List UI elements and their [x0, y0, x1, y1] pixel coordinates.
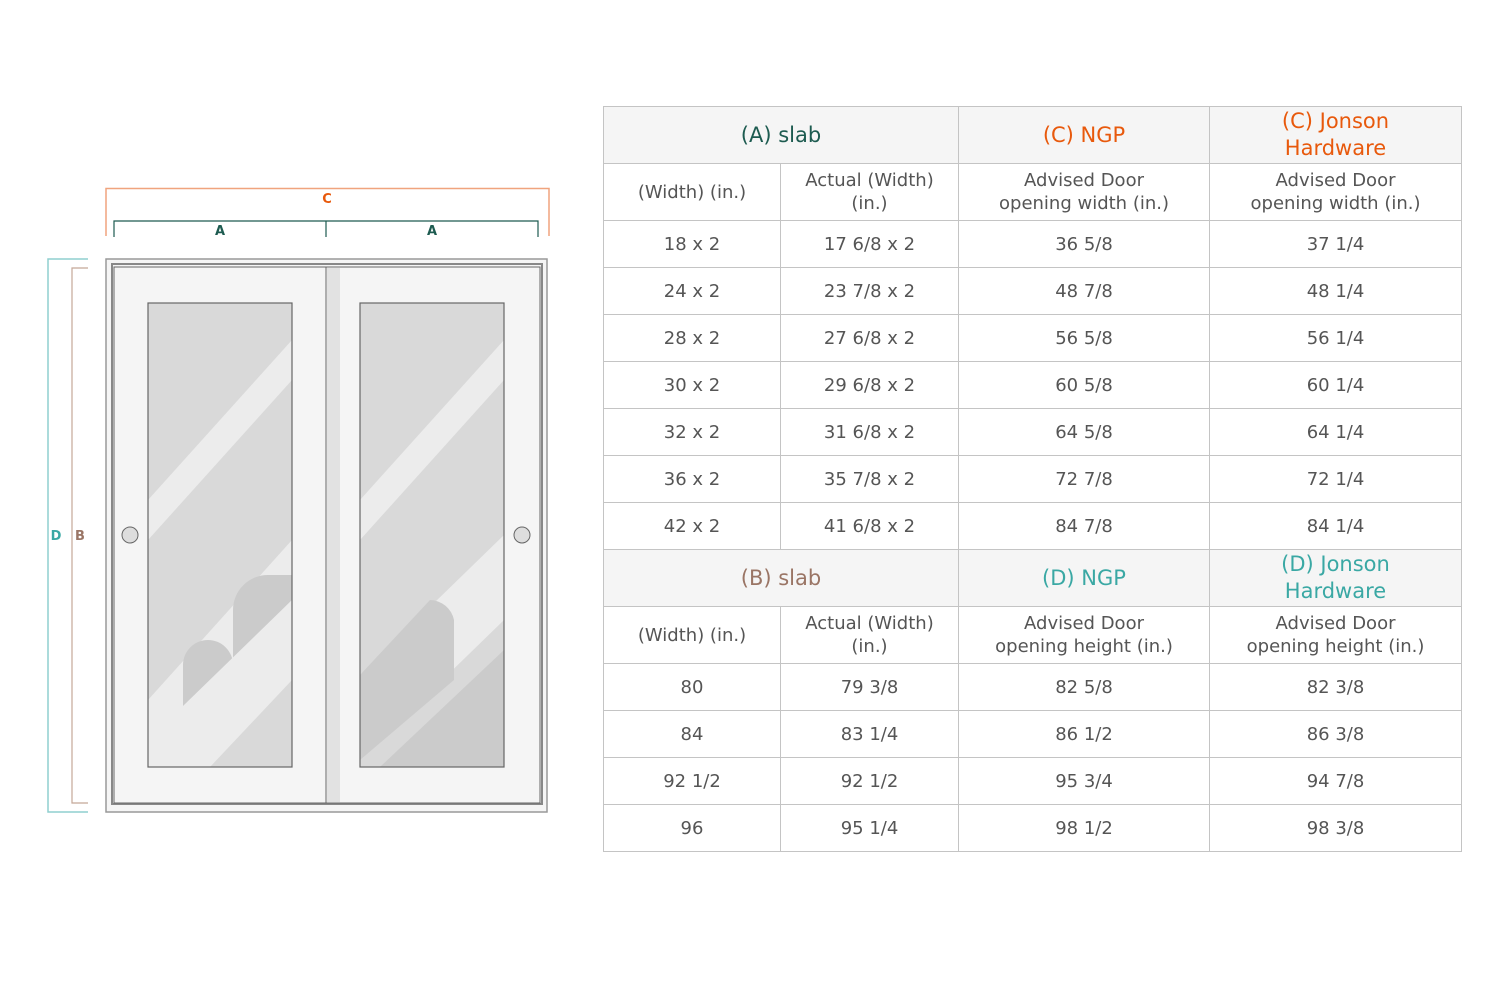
table-row: 84 83 1/4 86 1/2 86 3/8	[603, 710, 1462, 758]
height-table-header-cell: (B) slab	[603, 549, 959, 607]
dimension-label-a-right: A	[427, 224, 437, 239]
table-cell: 28 x 2	[603, 314, 781, 362]
table-cell: 41 6/8 x 2	[780, 502, 959, 550]
table-cell: 24 x 2	[603, 267, 781, 315]
right-door-panel	[325, 266, 541, 804]
table-cell: 60 1/4	[1209, 361, 1462, 409]
table-row: 92 1/2 92 1/2 95 3/4 94 7/8	[603, 757, 1462, 805]
dimension-line-a	[113, 220, 539, 237]
table-cell: 92 1/2	[780, 757, 959, 805]
table-cell: 48 1/4	[1209, 267, 1462, 315]
table-cell: 60 5/8	[958, 361, 1210, 409]
door-size-table: (A) slab (C) NGP (C) Jonson Hardware (Width…	[603, 106, 1462, 852]
table-row: 32 x 2 31 6/8 x 2 64 5/8 64 1/4	[603, 408, 1462, 456]
table-cell: 98 3/8	[1209, 804, 1462, 852]
width-table-column-header: Actual (Width) (in.)	[780, 163, 959, 221]
left-door-panel	[113, 266, 327, 804]
table-row: 18 x 2 17 6/8 x 2 36 5/8 37 1/4	[603, 220, 1462, 268]
width-table-header-cell: (A) slab	[603, 106, 959, 164]
height-table-header-cell: (D) NGP	[958, 549, 1210, 607]
table-cell: 17 6/8 x 2	[780, 220, 959, 268]
table-cell: 79 3/8	[780, 663, 959, 711]
table-cell: 29 6/8 x 2	[780, 361, 959, 409]
height-table-column-header: Advised Door opening height (in.)	[958, 606, 1210, 664]
table-cell: 35 7/8 x 2	[780, 455, 959, 503]
table-cell: 56 5/8	[958, 314, 1210, 362]
table-cell: 72 1/4	[1209, 455, 1462, 503]
table-cell: 84	[603, 710, 781, 758]
left-glass	[148, 303, 292, 767]
table-cell: 42 x 2	[603, 502, 781, 550]
table-cell: 84 1/4	[1209, 502, 1462, 550]
width-table-column-header: Advised Door opening width (in.)	[1209, 163, 1462, 221]
dimension-label-b: B	[75, 529, 85, 544]
width-table-subheader-row: (Width) (in.) Actual (Width) (in.) Advised…	[603, 163, 1462, 221]
table-row: 24 x 2 23 7/8 x 2 48 7/8 48 1/4	[603, 267, 1462, 315]
table-row: 30 x 2 29 6/8 x 2 60 5/8 60 1/4	[603, 361, 1462, 409]
height-table-header-cell: (D) Jonson Hardware	[1209, 549, 1462, 607]
table-cell: 95 1/4	[780, 804, 959, 852]
table-cell: 36 x 2	[603, 455, 781, 503]
table-cell: 37 1/4	[1209, 220, 1462, 268]
dimension-line-c	[105, 187, 550, 236]
table-cell: 30 x 2	[603, 361, 781, 409]
table-row: 80 79 3/8 82 5/8 82 3/8	[603, 663, 1462, 711]
table-cell: 86 3/8	[1209, 710, 1462, 758]
table-row: 36 x 2 35 7/8 x 2 72 7/8 72 1/4	[603, 455, 1462, 503]
height-table-column-header: (Width) (in.)	[603, 606, 781, 664]
table-cell: 92 1/2	[603, 757, 781, 805]
table-cell: 31 6/8 x 2	[780, 408, 959, 456]
left-door-handle	[121, 526, 139, 544]
table-cell: 96	[603, 804, 781, 852]
table-cell: 82 5/8	[958, 663, 1210, 711]
table-cell: 48 7/8	[958, 267, 1210, 315]
door-diagram: C A A D B	[47, 187, 550, 813]
dimension-line-d	[47, 258, 88, 813]
table-cell: 86 1/2	[958, 710, 1210, 758]
table-cell: 80	[603, 663, 781, 711]
height-table-subheader-row: (Width) (in.) Actual (Width) (in.) Advised…	[603, 606, 1462, 664]
height-table-column-header: Actual (Width) (in.)	[780, 606, 959, 664]
table-cell: 82 3/8	[1209, 663, 1462, 711]
table-cell: 23 7/8 x 2	[780, 267, 959, 315]
dimension-label-c: C	[322, 192, 332, 207]
dimension-label-d: D	[51, 529, 62, 544]
table-cell: 56 1/4	[1209, 314, 1462, 362]
right-door-handle	[513, 526, 531, 544]
table-cell: 72 7/8	[958, 455, 1210, 503]
width-table-header-cell: (C) NGP	[958, 106, 1210, 164]
width-table-header-cell: (C) Jonson Hardware	[1209, 106, 1462, 164]
table-cell: 94 7/8	[1209, 757, 1462, 805]
table-row: 96 95 1/4 98 1/2 98 3/8	[603, 804, 1462, 852]
right-glass	[360, 303, 504, 767]
width-table-header-row: (A) slab (C) NGP (C) Jonson Hardware	[603, 106, 1462, 164]
table-cell: 64 1/4	[1209, 408, 1462, 456]
table-cell: 18 x 2	[603, 220, 781, 268]
table-cell: 32 x 2	[603, 408, 781, 456]
table-row: 42 x 2 41 6/8 x 2 84 7/8 84 1/4	[603, 502, 1462, 550]
width-table-column-header: Advised Door opening width (in.)	[958, 163, 1210, 221]
width-table-column-header: (Width) (in.)	[603, 163, 781, 221]
table-cell: 95 3/4	[958, 757, 1210, 805]
table-cell: 36 5/8	[958, 220, 1210, 268]
dimension-line-b	[71, 267, 88, 804]
dimension-label-a-left: A	[215, 224, 225, 239]
table-cell: 84 7/8	[958, 502, 1210, 550]
height-table-header-row: (B) slab (D) NGP (D) Jonson Hardware	[603, 549, 1462, 607]
table-cell: 83 1/4	[780, 710, 959, 758]
height-table-column-header: Advised Door opening height (in.)	[1209, 606, 1462, 664]
table-row: 28 x 2 27 6/8 x 2 56 5/8 56 1/4	[603, 314, 1462, 362]
table-cell: 64 5/8	[958, 408, 1210, 456]
table-cell: 98 1/2	[958, 804, 1210, 852]
table-cell: 27 6/8 x 2	[780, 314, 959, 362]
